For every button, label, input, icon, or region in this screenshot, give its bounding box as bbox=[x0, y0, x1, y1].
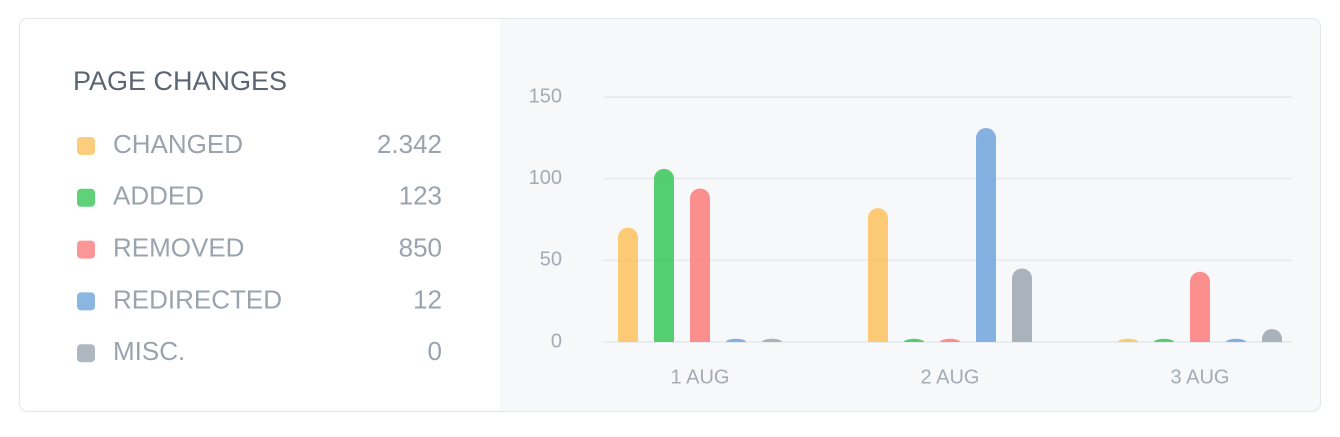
card-title: PAGE CHANGES bbox=[73, 66, 287, 96]
legend-swatch bbox=[77, 240, 95, 259]
chart-panel bbox=[500, 18, 1321, 412]
bar bbox=[618, 227, 638, 342]
card-border bbox=[19, 18, 1321, 412]
y-tick-label: 0 bbox=[551, 330, 562, 352]
legend-total: 123 bbox=[399, 181, 442, 211]
legend-swatch bbox=[77, 344, 95, 363]
bar bbox=[762, 338, 782, 342]
bar bbox=[1154, 338, 1174, 342]
bar bbox=[690, 188, 710, 342]
x-tick-label: 1 AUG bbox=[671, 366, 730, 388]
y-tick-label: 150 bbox=[529, 85, 562, 107]
bar bbox=[868, 208, 888, 342]
legend-total: 0 bbox=[428, 336, 442, 366]
x-tick-label: 3 AUG bbox=[1171, 366, 1230, 388]
bar bbox=[904, 338, 924, 342]
bar bbox=[940, 338, 960, 342]
y-tick-label: 50 bbox=[540, 249, 562, 271]
x-tick-label: 2 AUG bbox=[921, 366, 980, 388]
legend-label: CHANGED bbox=[113, 129, 243, 159]
bar bbox=[1012, 268, 1032, 342]
legend-total: 12 bbox=[413, 284, 442, 314]
legend-label: ADDED bbox=[113, 181, 204, 211]
legend-swatch bbox=[77, 292, 95, 311]
bar bbox=[654, 168, 674, 342]
bar bbox=[1118, 338, 1138, 342]
legend-label: REMOVED bbox=[113, 232, 244, 262]
legend-swatch bbox=[77, 137, 95, 155]
bar bbox=[1190, 271, 1210, 342]
bar bbox=[1262, 328, 1282, 342]
card-body bbox=[19, 18, 1321, 412]
legend-label: MISC. bbox=[113, 336, 185, 366]
legend-label: REDIRECTED bbox=[113, 284, 282, 314]
legend-total: 850 bbox=[399, 232, 442, 262]
bar bbox=[1226, 338, 1246, 342]
legend-total: 2.342 bbox=[377, 129, 442, 159]
y-tick-label: 100 bbox=[529, 167, 562, 189]
legend-swatch bbox=[77, 188, 95, 207]
bar bbox=[726, 338, 746, 342]
bar bbox=[976, 128, 996, 342]
